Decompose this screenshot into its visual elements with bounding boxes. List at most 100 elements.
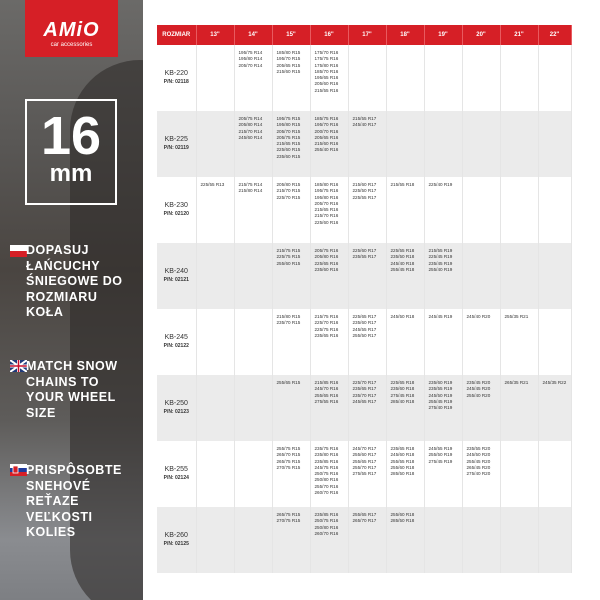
- tire-size: 245/40 R18: [390, 260, 415, 266]
- tire-size: 215/55 R16: [314, 87, 339, 93]
- size-cell: 225/55 R13: [196, 177, 235, 243]
- tire-size: 175/75 R16: [314, 56, 339, 62]
- tire-photo: [70, 60, 143, 600]
- tire-size: 235/55 R17: [352, 254, 377, 260]
- tire-size: 205/60 R16: [314, 81, 339, 87]
- tire-size: 235/60 R18: [390, 386, 415, 392]
- table-row: KB-250 P/N: 02123 255/65 R15 215/85 R16 245/…: [157, 375, 572, 441]
- size-cell: [386, 45, 425, 111]
- part-number: P/N: 02121: [163, 277, 189, 283]
- tire-size: 215/60 R17: [352, 182, 377, 187]
- tire-size: 205/75 R14: [238, 116, 263, 121]
- size-cell: 205/80 R15 215/70 R15 225/70 R15: [272, 177, 311, 243]
- size-cell: 255/65 R15: [272, 375, 311, 441]
- tire-size: 245/55 R19: [428, 446, 453, 451]
- tire-size: 235/60 R16: [314, 266, 339, 272]
- message-pl: DOPASUJ ŁAŃCUCHY ŚNIEGOWE DO ROZMIARU KO…: [26, 243, 123, 319]
- tire-size: 215/55 R18: [390, 182, 415, 187]
- tire-size: 275/45 R18: [390, 392, 415, 398]
- tire-size: 245/50 R18: [390, 314, 415, 319]
- column-header: 22": [538, 25, 572, 45]
- tire-size: 215/70 R16: [314, 213, 339, 219]
- tire-size: 255/40 R20: [466, 392, 491, 398]
- tire-size: 255/60 R18: [390, 464, 415, 470]
- tire-size: 205/70 R15: [276, 128, 301, 134]
- tire-size: 215/65 R16: [314, 207, 339, 213]
- tire-size: 245/45 R20: [466, 386, 491, 392]
- tire-size: 235/75 R16: [314, 446, 339, 451]
- tire-size: 275/45 R19: [428, 458, 453, 464]
- tire-size: 245/40 R17: [352, 122, 377, 128]
- tire-size: 245/60 R18: [390, 452, 415, 458]
- column-header: 19": [424, 25, 463, 45]
- tire-size: 215/65 R15: [276, 141, 301, 147]
- table-row: KB-260 P/N: 02125 265/75 R15 270/75 R15 235/…: [157, 507, 572, 573]
- size-cell: [538, 111, 572, 177]
- column-header: 18": [386, 25, 425, 45]
- model-name: KB-225: [164, 136, 188, 143]
- tire-size: 235/60 R15: [276, 153, 301, 159]
- tire-size: 255/45 R20: [466, 458, 491, 464]
- tire-size: 255/65 R17: [352, 458, 377, 464]
- tire-size: 235/60 R17: [352, 320, 377, 326]
- logo-tagline: car accessories: [50, 42, 93, 48]
- column-header: 21": [500, 25, 539, 45]
- size-cell: 185/75 R16 195/70 R16 200/70 R16 205/65 R16…: [310, 111, 349, 177]
- tire-size: 255/60 R18: [390, 512, 415, 517]
- size-cell: [196, 309, 235, 375]
- tire-size: 235/85 R16: [314, 458, 339, 464]
- tire-size: 215/70 R15: [276, 188, 301, 194]
- tire-size: 195/75 R15: [276, 116, 301, 121]
- tire-size: 225/65 R16: [314, 260, 339, 266]
- model-cell: KB-240 P/N: 02121: [157, 243, 197, 309]
- column-header: 13": [196, 25, 235, 45]
- model-cell: KB-250 P/N: 02123: [157, 375, 197, 441]
- tire-size: 235/70 R17: [352, 392, 377, 398]
- tire-size: 235/60 R19: [428, 380, 453, 385]
- size-cell: [234, 441, 273, 507]
- poland-flag-icon: [10, 245, 27, 257]
- tire-size: 275/55 R17: [352, 471, 377, 477]
- tire-size: 235/85 R16: [314, 512, 339, 517]
- model-cell: KB-260 P/N: 02125: [157, 507, 197, 573]
- model-cell: KB-225 P/N: 02119: [157, 111, 197, 177]
- amio-logo: AMiO car accessories: [25, 0, 118, 57]
- tire-size: 265/45 R20: [466, 464, 491, 470]
- size-cell: 215/55 R17 245/40 R17: [348, 111, 387, 177]
- size-cell: 225/65 R18 235/60 R18 275/45 R18 285/40 R18: [386, 375, 425, 441]
- tire-size: 265/75 R15: [276, 458, 301, 464]
- size-cell: [386, 111, 425, 177]
- tire-size: 205/65 R15: [276, 62, 301, 68]
- size-table: ROZMIAR 13" 14" 15" 16" 17" 18" 19" 20" 21" 22" KB…: [157, 25, 572, 573]
- column-header: 14": [234, 25, 273, 45]
- size-cell: [196, 111, 235, 177]
- tire-size: 225/50 R17: [352, 188, 377, 194]
- model-name: KB-240: [164, 268, 188, 275]
- tire-size: 270/75 R15: [276, 518, 301, 524]
- tire-size: 265/35 R21: [504, 380, 529, 385]
- tire-size: 215/60 R15: [276, 68, 301, 74]
- tire-size: 270/75 R15: [276, 464, 301, 470]
- tire-size: 225/70 R17: [352, 380, 377, 385]
- size-cell: 235/75 R16 235/80 R16 235/85 R16 245/75 R16…: [310, 441, 349, 507]
- tire-size: 255/65 R15: [276, 380, 301, 385]
- size-cell: [500, 507, 539, 573]
- tire-size: 235/45 R19: [428, 260, 453, 266]
- tire-size: 205/65 R16: [314, 134, 339, 140]
- size-cell: 245/45 R19: [424, 309, 463, 375]
- tire-size: 250/75 R16: [314, 518, 339, 524]
- size-cell: [538, 309, 572, 375]
- size-cell: 205/75 R14 205/80 R14 215/70 R14 245/60 R14: [234, 111, 273, 177]
- size-cell: 235/65 R18 245/60 R18 255/55 R18 255/60 R18…: [386, 441, 425, 507]
- tire-size: 285/50 R18: [390, 471, 415, 477]
- size-cell: [196, 243, 235, 309]
- tire-size: 200/70 R16: [314, 128, 339, 134]
- tire-size: 250/80 R16: [314, 524, 339, 530]
- column-header: 20": [462, 25, 501, 45]
- size-cell: [348, 45, 387, 111]
- table-header: ROZMIAR 13" 14" 15" 16" 17" 18" 19" 20" 21" 22": [157, 25, 572, 45]
- uk-flag-icon: [10, 360, 27, 372]
- message-sk: PRISPÔSOBTE SNEHOVÉ REŤAZE VEĽKOSTI KOLI…: [26, 463, 122, 539]
- size-cell: 235/55 R20 245/50 R20 255/45 R20 265/45 R20…: [462, 441, 501, 507]
- tire-size: 245/35 R22: [542, 380, 567, 385]
